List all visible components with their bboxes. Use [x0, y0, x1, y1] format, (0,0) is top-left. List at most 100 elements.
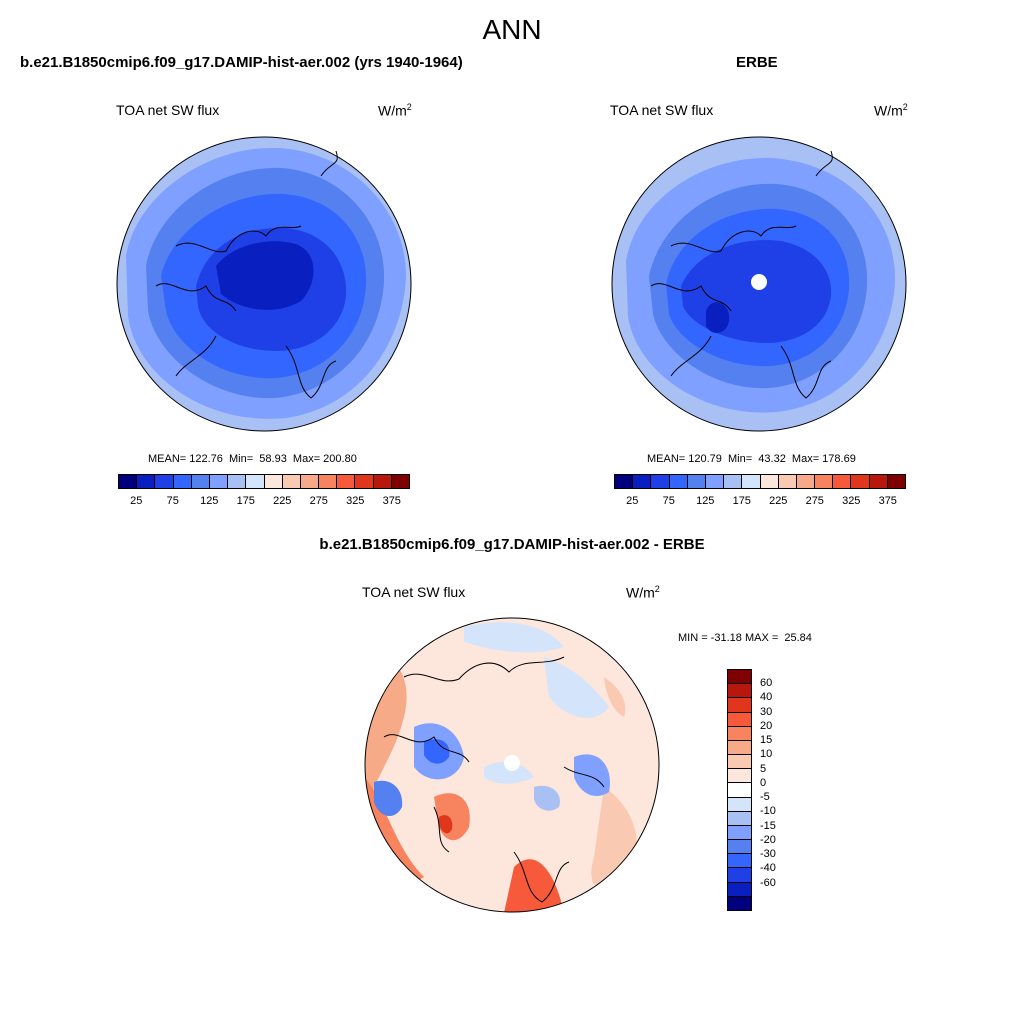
colorbar-swatch	[337, 475, 356, 488]
colorbar-tick-label: -5	[760, 791, 770, 804]
colorbar-swatch	[728, 896, 751, 910]
panel-model-title: b.e21.B1850cmip6.f09_g17.DAMIP-hist-aer.…	[20, 54, 463, 71]
colorbar-swatch	[173, 475, 192, 488]
panel-obs-units: W/m2	[874, 102, 908, 119]
colorbar-swatch	[137, 475, 156, 488]
colorbar-tick-label: 25	[130, 495, 143, 507]
colorbar-tick-label: 375	[878, 495, 897, 507]
colorbar-swatch	[728, 769, 751, 784]
colorbar-swatch	[778, 475, 797, 488]
colorbar-swatch	[669, 475, 688, 488]
panel-obs-title: ERBE	[736, 54, 778, 71]
colorbar-swatch	[191, 475, 210, 488]
colorbar-swatch	[833, 475, 852, 488]
colorbar-diff	[727, 669, 752, 911]
polar-map-model	[116, 136, 412, 432]
colorbar-model-ticks: 25 75 125 175 225 275 325 375	[118, 495, 410, 509]
colorbar-swatch	[851, 475, 870, 488]
colorbar-tick-label: 60	[760, 677, 773, 690]
colorbar-tick-label: -60	[760, 876, 776, 889]
colorbar-tick-label: 5	[760, 762, 767, 775]
panel-model-units: W/m2	[378, 102, 412, 119]
colorbar-model	[118, 474, 410, 489]
colorbar-swatch	[264, 475, 283, 488]
colorbar-swatch	[728, 740, 751, 756]
diff-stats: MIN = -31.18 MAX = 25.84	[678, 632, 812, 644]
colorbar-swatch	[300, 475, 320, 488]
polar-map-diff	[364, 617, 660, 913]
colorbar-tick-label: 10	[760, 748, 773, 761]
colorbar-swatch	[728, 712, 751, 727]
colorbar-swatch	[728, 684, 751, 699]
colorbar-swatch	[728, 755, 751, 770]
colorbar-tick-label: 275	[309, 495, 328, 507]
colorbar-swatch	[651, 475, 670, 488]
colorbar-tick-label: 0	[760, 776, 767, 789]
colorbar-tick-label: 30	[760, 705, 773, 718]
colorbar-swatch	[228, 475, 247, 488]
colorbar-swatch	[728, 811, 751, 826]
colorbar-swatch	[728, 698, 751, 713]
colorbar-diff-ticks: 60 40 30 20 15 10 5 0 -5 -10 -15 -20 -30 -40 -60	[760, 669, 800, 911]
colorbar-swatch	[728, 783, 751, 798]
colorbar-swatch	[728, 882, 751, 897]
colorbar-swatch	[728, 825, 751, 841]
colorbar-tick-label: 125	[696, 495, 715, 507]
colorbar-swatch	[728, 868, 751, 883]
colorbar-obs-ticks: 25 75 125 175 225 275 325 375	[614, 495, 906, 509]
diff-title: b.e21.B1850cmip6.f09_g17.DAMIP-hist-aer.…	[319, 536, 705, 553]
colorbar-swatch	[209, 475, 229, 488]
panel-obs-stats: MEAN= 120.79 Min= 43.32 Max= 178.69	[647, 453, 856, 465]
colorbar-tick-label: -20	[760, 833, 776, 846]
diff-units: W/m2	[626, 584, 660, 601]
colorbar-tick-label: -40	[760, 862, 776, 875]
colorbar-swatch	[760, 475, 779, 488]
colorbar-obs	[614, 474, 906, 489]
colorbar-swatch	[728, 854, 751, 869]
colorbar-tick-label: 175	[236, 495, 255, 507]
colorbar-tick-label: 15	[760, 734, 773, 747]
colorbar-tick-label: -15	[760, 819, 776, 832]
colorbar-swatch	[355, 475, 374, 488]
panel-obs-field-label: TOA net SW flux	[610, 102, 714, 118]
colorbar-tick-label: 20	[760, 719, 773, 732]
colorbar-swatch	[373, 475, 392, 488]
diff-field-label: TOA net SW flux	[362, 584, 466, 600]
colorbar-tick-label: 225	[769, 495, 788, 507]
colorbar-tick-label: 325	[842, 495, 861, 507]
colorbar-tick-label: 75	[662, 495, 675, 507]
colorbar-swatch	[246, 475, 265, 488]
polar-map-obs	[611, 136, 907, 432]
colorbar-swatch	[615, 475, 634, 488]
colorbar-swatch	[155, 475, 174, 488]
main-title: ANN	[482, 14, 542, 45]
colorbar-swatch	[119, 475, 138, 488]
colorbar-tick-label: 225	[273, 495, 292, 507]
colorbar-swatch	[815, 475, 834, 488]
colorbar-swatch	[887, 475, 905, 488]
colorbar-tick-label: 25	[626, 495, 639, 507]
colorbar-swatch	[869, 475, 888, 488]
colorbar-swatch	[742, 475, 761, 488]
panel-model-field-label: TOA net SW flux	[116, 102, 220, 118]
colorbar-tick-label: 275	[805, 495, 824, 507]
colorbar-swatch	[633, 475, 652, 488]
colorbar-swatch	[728, 726, 751, 741]
panel-model-stats: MEAN= 122.76 Min= 58.93 Max= 200.80	[148, 453, 357, 465]
colorbar-tick-label: 375	[382, 495, 401, 507]
colorbar-swatch	[391, 475, 409, 488]
colorbar-swatch	[319, 475, 338, 488]
colorbar-swatch	[705, 475, 725, 488]
colorbar-tick-label: 125	[200, 495, 219, 507]
colorbar-tick-label: 75	[166, 495, 179, 507]
colorbar-tick-label: 325	[346, 495, 365, 507]
colorbar-tick-label: 40	[760, 691, 773, 704]
colorbar-swatch	[724, 475, 743, 488]
colorbar-swatch	[282, 475, 301, 488]
colorbar-swatch	[728, 797, 751, 812]
colorbar-tick-label: -10	[760, 805, 776, 818]
colorbar-tick-label: -30	[760, 848, 776, 861]
colorbar-swatch	[796, 475, 816, 488]
colorbar-swatch	[728, 670, 751, 685]
colorbar-swatch	[728, 840, 751, 855]
